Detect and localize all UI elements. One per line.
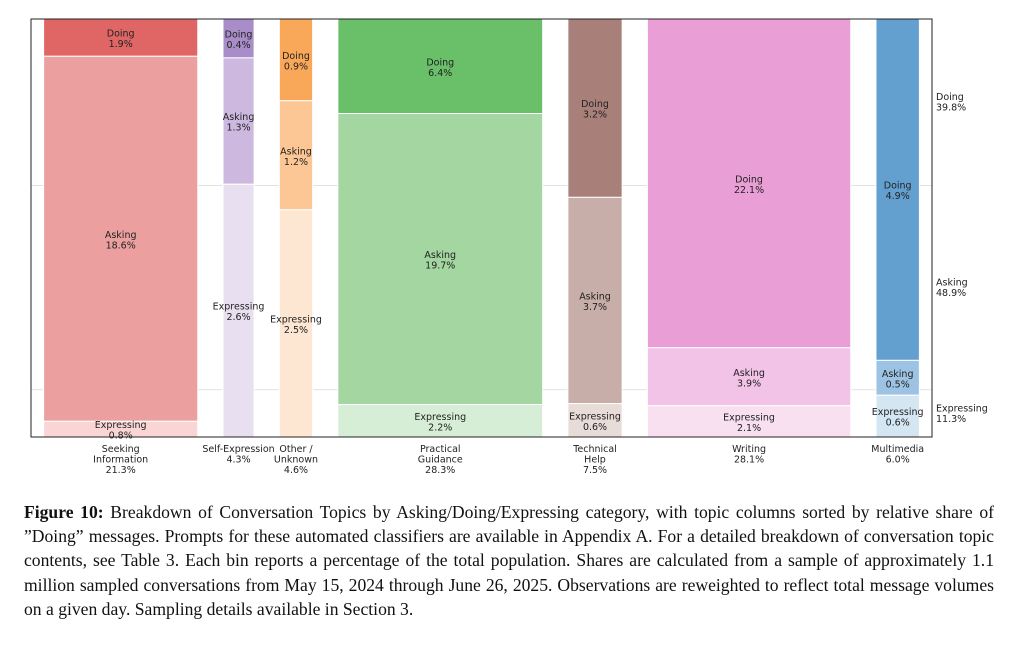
segment-label-multimedia-expressing: Expressing 0.6% — [872, 407, 924, 429]
plot-frame — [30, 18, 933, 438]
bar-practical-guidance-asking — [337, 113, 544, 406]
x-tick-label-seeking-information: Seeking Information 21.3% — [93, 444, 148, 476]
segment-label-self-expression-asking: Asking 1.3% — [223, 112, 255, 133]
segment-label-self-expression-expressing: Expressing 2.6% — [213, 302, 265, 324]
x-tick-label-multimedia: Multimedia 6.0% — [871, 444, 924, 466]
overall-label-doing: Doing 39.8% — [936, 92, 966, 114]
segment-label-technical-help-doing: Doing 3.2% — [581, 99, 609, 121]
bar-other-unknown-asking — [278, 100, 314, 211]
x-tick-label-technical-help: Technical Help 7.5% — [572, 444, 617, 476]
x-tick-label-self-expression: Self-Expression 4.3% — [202, 444, 274, 466]
overall-label-asking: Asking 48.9% — [936, 278, 968, 300]
bar-technical-help-asking — [567, 196, 623, 405]
x-tick-label-practical-guidance: Practical Guidance 28.3% — [418, 444, 463, 476]
bar-writing-asking — [646, 347, 852, 407]
segment-label-self-expression-doing: Doing 0.4% — [225, 29, 253, 51]
bar-multimedia-asking — [875, 359, 920, 396]
bar-multimedia-doing — [875, 18, 920, 361]
segment-label-writing-doing: Doing 22.1% — [734, 174, 764, 196]
segment-label-other-unknown-doing: Doing 0.9% — [282, 51, 310, 73]
segment-label-practical-guidance-doing: Doing 6.4% — [426, 57, 454, 79]
segment-label-practical-guidance-expressing: Expressing 2.2% — [414, 412, 466, 434]
caption-label: Figure 10: — [24, 502, 104, 522]
segment-label-writing-expressing: Expressing 2.1% — [723, 412, 775, 434]
segment-label-seeking-information-asking: Asking 18.6% — [105, 230, 137, 252]
segment-label-other-unknown-asking: Asking 1.2% — [280, 146, 312, 168]
mosaic-chart: Doing 1.9% Asking 18.6% Expressing 0.8%Seekin… — [30, 18, 988, 476]
x-tick-label-other-unknown: Other / Unknown 4.6% — [274, 444, 318, 476]
segment-label-technical-help-expressing: Expressing 0.6% — [569, 411, 621, 433]
segment-label-other-unknown-expressing: Expressing 2.5% — [270, 314, 322, 336]
bar-self-expression-asking — [222, 57, 255, 185]
bar-writing-expressing — [646, 405, 852, 438]
caption-text: Breakdown of Conversation Topics by Aski… — [24, 502, 994, 619]
segment-label-seeking-information-doing: Doing 1.9% — [107, 29, 135, 51]
segment-label-technical-help-asking: Asking 3.7% — [579, 291, 611, 313]
segment-label-practical-guidance-asking: Asking 19.7% — [424, 250, 456, 272]
bar-technical-help-doing — [567, 18, 623, 198]
bar-other-unknown-expressing — [278, 209, 314, 438]
bar-technical-help-expressing — [567, 403, 623, 438]
bar-practical-guidance-expressing — [337, 404, 544, 438]
segment-label-multimedia-doing: Doing 4.9% — [884, 181, 912, 203]
bar-seeking-information-asking — [43, 55, 199, 422]
bar-self-expression-expressing — [222, 183, 255, 438]
overall-label-expressing: Expressing 11.3% — [936, 403, 988, 425]
segment-label-writing-asking: Asking 3.9% — [733, 368, 765, 390]
x-tick-label-writing: Writing 28.1% — [732, 444, 766, 466]
segment-label-seeking-information-expressing: Expressing 0.8% — [95, 420, 147, 442]
figure-caption: Figure 10: Breakdown of Conversation Top… — [24, 500, 994, 621]
bar-seeking-information-doing — [43, 18, 199, 57]
bar-writing-doing — [646, 18, 852, 349]
bar-practical-guidance-doing — [337, 18, 544, 115]
segment-label-multimedia-asking: Asking 0.5% — [882, 369, 914, 391]
